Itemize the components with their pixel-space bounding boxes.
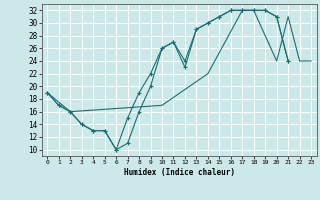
X-axis label: Humidex (Indice chaleur): Humidex (Indice chaleur) — [124, 168, 235, 177]
